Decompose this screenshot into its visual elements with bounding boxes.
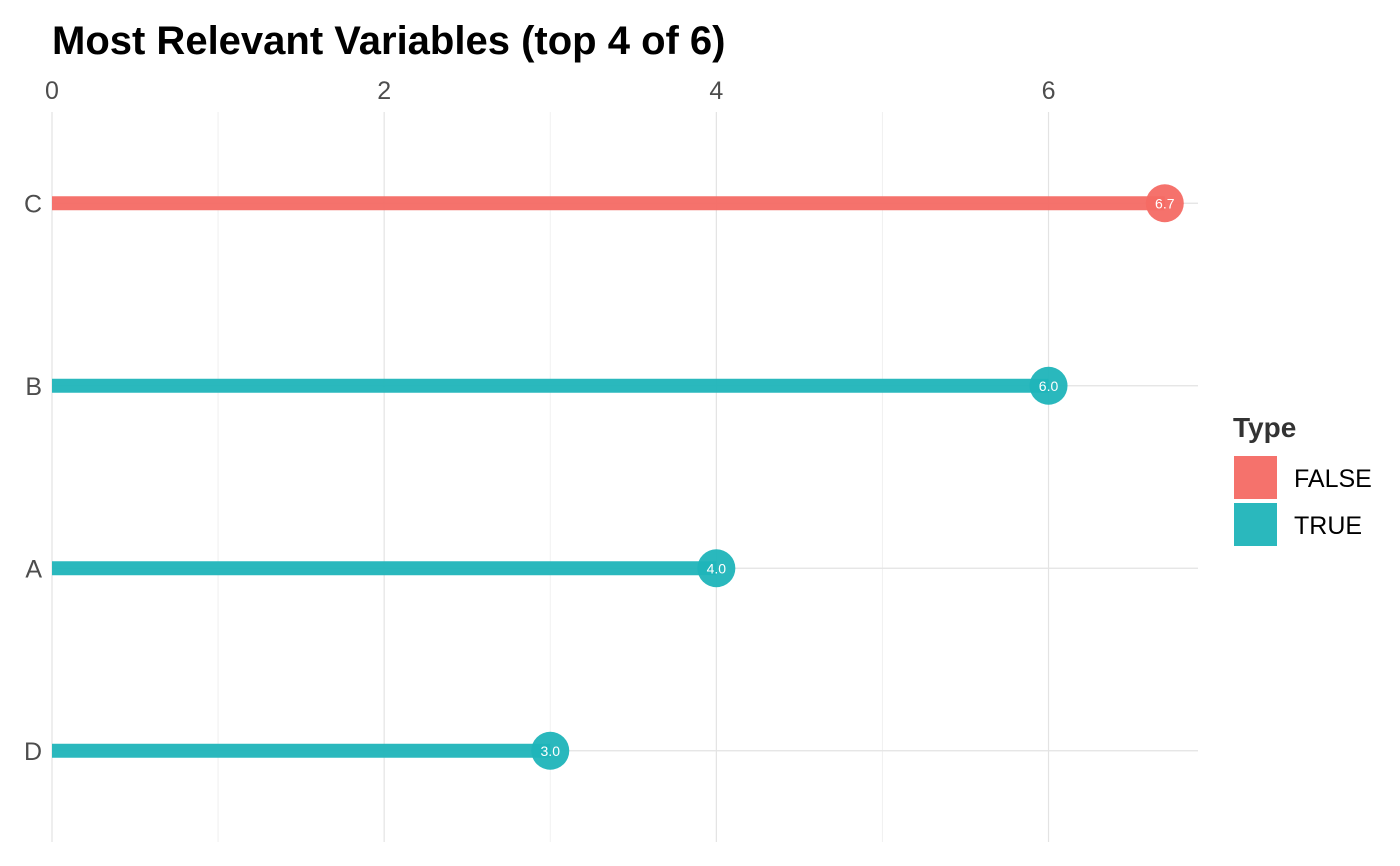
value-label: 6.0 <box>1039 378 1059 394</box>
x-tick-label: 2 <box>377 77 391 105</box>
grid <box>51 112 1198 842</box>
lollipop-stem <box>52 378 1049 393</box>
lollipop-stem <box>52 196 1165 211</box>
y-axis-ticks: C B A D <box>24 190 42 766</box>
x-tick-label: 4 <box>709 77 723 105</box>
y-tick-label: C <box>24 190 42 218</box>
lollipop-point <box>1029 366 1068 405</box>
legend-label: FALSE <box>1294 465 1372 493</box>
x-tick-label: 0 <box>45 77 59 105</box>
lollipop-stem <box>52 561 717 576</box>
x-tick-label: 6 <box>1042 77 1056 105</box>
lollipop-stem <box>52 743 551 758</box>
x-axis-ticks: 0 2 4 6 <box>45 77 1055 105</box>
legend: Type FALSE TRUE <box>1233 412 1372 546</box>
legend-key <box>1234 503 1277 546</box>
y-tick-label: B <box>25 373 42 401</box>
legend-label: TRUE <box>1294 512 1362 540</box>
value-label: 3.0 <box>541 743 561 759</box>
lollipop-point <box>531 731 570 770</box>
value-label: 4.0 <box>707 560 727 576</box>
lollipop-point <box>697 549 736 588</box>
legend-entries: FALSE TRUE <box>1234 456 1372 546</box>
legend-key <box>1234 456 1277 499</box>
y-tick-label: A <box>25 555 42 583</box>
lollipop-point <box>1145 184 1184 223</box>
chart-marks: 6.7 6.0 4.0 3.0 <box>52 184 1184 770</box>
legend-title: Type <box>1233 412 1296 443</box>
value-label: 6.7 <box>1155 195 1175 211</box>
y-tick-label: D <box>24 738 42 766</box>
chart-title: Most Relevant Variables (top 4 of 6) <box>52 19 726 63</box>
